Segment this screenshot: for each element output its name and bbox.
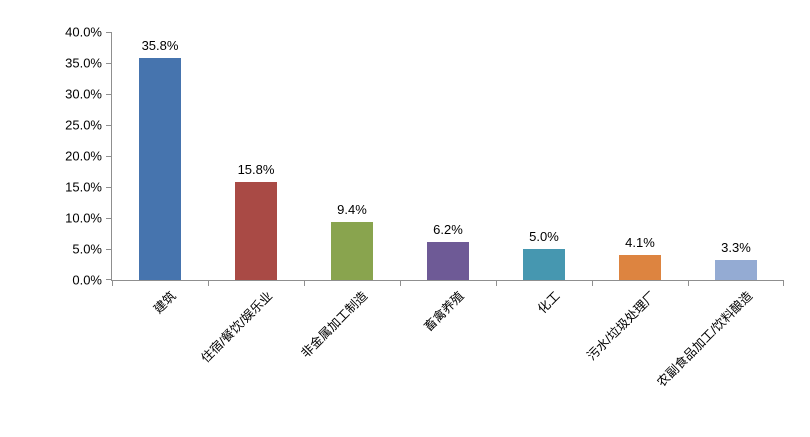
x-axis-category-label: 畜禽养殖 [421, 288, 467, 335]
y-axis-tick-label: 25.0% [65, 117, 102, 133]
y-axis-tick-label: 15.0% [65, 179, 102, 195]
x-axis-tick-mark [304, 281, 305, 286]
plot-area [106, 32, 784, 286]
y-axis-tick-mark [106, 248, 111, 250]
y-axis-tick-label: 0.0% [72, 272, 102, 288]
x-axis-tick-mark [592, 281, 593, 286]
x-axis-tick-mark [688, 281, 689, 286]
bar-value-label: 6.2% [433, 222, 463, 237]
bar-0 [139, 58, 181, 280]
x-axis-tick-mark [208, 281, 209, 286]
x-axis-line [111, 280, 784, 281]
y-axis-tick-label: 20.0% [65, 148, 102, 164]
y-axis-tick-mark [106, 32, 111, 33]
y-axis-tick-mark [106, 217, 111, 219]
x-axis-category-label: 非金属加工制造 [298, 288, 371, 361]
y-axis-tick-mark [106, 62, 111, 64]
bar-value-label: 15.8% [237, 162, 275, 177]
bar-value-label: 5.0% [529, 229, 559, 244]
bar-value-label: 9.4% [337, 202, 367, 217]
x-axis-category-label: 污水/垃圾处理厂 [584, 288, 659, 364]
y-axis-tick-label: 5.0% [72, 241, 102, 257]
x-axis-category-label: 住宿/餐饮/娱乐业 [198, 288, 275, 366]
bar-value-label: 35.8% [141, 38, 179, 53]
x-axis-tick-mark [783, 281, 784, 286]
bar-2 [331, 222, 373, 280]
y-axis-tick-label: 40.0% [65, 24, 102, 40]
y-axis-tick-mark [106, 186, 111, 188]
x-axis-category-label: 建筑 [151, 288, 179, 317]
y-axis-tick-label: 35.0% [65, 55, 102, 71]
bar-4 [523, 249, 565, 280]
x-axis-category-label: 农副食品加工/饮料酿造 [653, 288, 755, 390]
y-axis-tick-mark [106, 279, 111, 280]
x-axis-tick-mark [496, 281, 497, 286]
bar-1 [235, 182, 277, 280]
bar-value-label: 4.1% [625, 235, 655, 250]
bar-value-label: 3.3% [721, 240, 751, 255]
x-axis-tick-mark [112, 281, 113, 286]
y-axis-line [111, 32, 112, 280]
x-axis-tick-mark [400, 281, 401, 286]
bar-5 [619, 255, 661, 280]
y-axis-tick-mark [106, 124, 111, 126]
bar-3 [427, 242, 469, 280]
y-axis-tick-label: 10.0% [65, 210, 102, 226]
y-axis-tick-mark [106, 155, 111, 157]
bar-6 [715, 260, 757, 280]
y-axis-tick-mark [106, 93, 111, 95]
y-axis-tick-label: 30.0% [65, 86, 102, 102]
x-axis-category-label: 化工 [535, 288, 563, 317]
